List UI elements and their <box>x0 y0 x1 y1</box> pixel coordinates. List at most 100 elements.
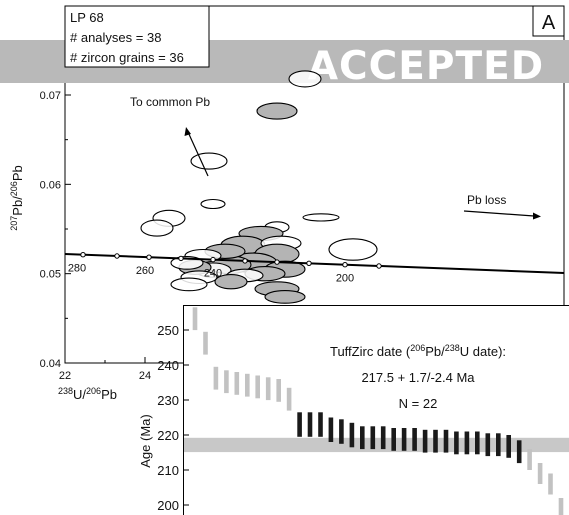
common-pb-arrowhead <box>184 127 191 136</box>
pb-loss-arrow <box>463 210 535 217</box>
age-error-bar-17 <box>370 426 376 450</box>
tuffzirc-date-label: TuffZirc date (206Pb/238U date): <box>330 343 506 359</box>
concordia-marker-4 <box>210 256 216 263</box>
analysis-ellipse-3 <box>200 198 226 210</box>
age-error-bar-25 <box>454 431 459 455</box>
age-error-bar-2 <box>213 366 219 390</box>
tuffzirc-date-value: 217.5 + 1.7/-2.4 Ma <box>361 370 475 385</box>
age-error-bars <box>192 307 564 515</box>
age-error-bar-34 <box>548 473 553 495</box>
age-error-bar-18 <box>380 426 386 450</box>
inset-panel <box>183 305 569 515</box>
main-y-tick-label-3: 0.07 <box>40 90 61 102</box>
concordia-marker-8 <box>342 262 348 268</box>
main-x-tick-label-1: 24 <box>139 370 151 382</box>
age-error-bar-33 <box>537 463 543 484</box>
tuffzirc-n: N = 22 <box>399 396 438 411</box>
inset-y-tick-label-2: 220 <box>157 428 179 443</box>
panel-label-box <box>532 5 565 37</box>
inset-y-tick-label-4: 240 <box>157 358 179 373</box>
age-error-bar-12 <box>318 412 323 437</box>
pb-loss-annotation: Pb loss <box>467 193 506 207</box>
age-error-bar-32 <box>527 449 532 470</box>
age-error-bar-35 <box>558 498 564 515</box>
panel-label: A <box>542 12 556 34</box>
concordia-age-label-280: 280 <box>68 263 86 275</box>
main-y-tick-label-2: 0.06 <box>40 179 61 191</box>
age-error-bar-27 <box>475 431 480 455</box>
main-x-tick-label-0: 22 <box>59 370 71 382</box>
main-x-axis-title: 238U/206Pb <box>58 386 117 402</box>
main-y-tick-label-0: 0.04 <box>40 358 61 370</box>
analyses-count: # analyses = 38 <box>70 30 161 45</box>
inset-y-tick-label-5: 250 <box>157 323 179 338</box>
age-error-bar-7 <box>265 377 271 401</box>
analysis-ellipse-27 <box>264 290 306 304</box>
age-error-bar-13 <box>328 417 334 442</box>
age-error-bar-10 <box>297 412 302 437</box>
main-y-ticks: 0.04 0.05 0.06 0.07 <box>40 90 71 370</box>
age-error-bar-21 <box>412 428 417 451</box>
age-error-bar-3 <box>224 370 229 394</box>
common-pb-arrow <box>187 131 209 177</box>
age-error-bar-22 <box>422 429 428 453</box>
inset-y-tick-label-3: 230 <box>157 393 179 408</box>
concordia-age-markers <box>80 252 382 269</box>
age-error-bar-24 <box>443 429 449 453</box>
analysis-ellipse-6 <box>302 213 340 222</box>
concordia-age-label-240: 240 <box>204 268 222 280</box>
age-error-bar-28 <box>485 433 491 457</box>
main-x-ticks: 22 24 <box>59 357 151 382</box>
inset-y-tick-label-1: 210 <box>157 463 179 478</box>
concordia-marker-7 <box>306 260 312 266</box>
analysis-ellipse-1 <box>256 102 298 120</box>
concordia-marker-0 <box>80 252 86 258</box>
age-error-bar-1 <box>203 331 208 355</box>
concordia-marker-3 <box>178 255 184 262</box>
age-error-bar-20 <box>401 428 407 451</box>
zircon-grains-count: # zircon grains = 36 <box>70 50 184 65</box>
analysis-ellipse-7 <box>328 238 378 261</box>
age-error-bar-29 <box>496 433 501 457</box>
concordia-age-labels: 280 260 240 200 <box>68 263 354 285</box>
age-error-bar-19 <box>391 428 396 451</box>
age-error-bar-16 <box>360 426 365 450</box>
sample-name: LP 68 <box>70 10 104 25</box>
sample-info-box <box>64 5 210 68</box>
inset-y-ticks: 200 210 220 230 240 250 <box>157 323 189 513</box>
age-error-bar-5 <box>245 373 250 397</box>
concordia-marker-9 <box>376 263 382 269</box>
age-error-bar-14 <box>339 419 344 444</box>
concordia-marker-2 <box>146 254 152 260</box>
age-error-bar-4 <box>234 372 240 395</box>
inset-y-axis-title: Age (Ma) <box>138 414 153 467</box>
analysis-ellipse-25 <box>214 274 248 290</box>
inset-y-tick-label-0: 200 <box>157 498 179 513</box>
age-error-bar-30 <box>506 435 511 458</box>
concordia-marker-6 <box>274 259 280 265</box>
main-y-axis-title: 207Pb/206Pb <box>9 165 25 230</box>
age-error-bar-31 <box>516 440 522 464</box>
concordia-marker-1 <box>114 253 120 259</box>
main-y-tick-label-1: 0.05 <box>40 269 61 281</box>
age-error-bar-23 <box>433 429 438 453</box>
concordia-age-label-200: 200 <box>336 273 354 285</box>
concordia-age-label-260: 260 <box>136 265 154 277</box>
age-error-bar-0 <box>192 307 198 331</box>
concordia-marker-5 <box>242 258 248 264</box>
age-error-bar-26 <box>464 431 470 455</box>
accepted-watermark-text: ACCEPTED <box>308 44 544 89</box>
age-error-bar-15 <box>349 422 355 448</box>
age-error-bar-9 <box>286 387 292 411</box>
age-error-bar-11 <box>307 412 313 437</box>
age-error-bar-6 <box>255 375 260 399</box>
age-error-bar-8 <box>276 379 281 402</box>
analysis-ellipse-2 <box>190 152 228 170</box>
weighted-age-band <box>184 437 569 453</box>
common-pb-annotation: To common Pb <box>130 95 210 109</box>
analysis-ellipse-0 <box>288 70 322 88</box>
analysis-ellipse-5 <box>140 219 174 237</box>
analysis-ellipse-24 <box>170 277 208 292</box>
pb-loss-arrowhead <box>533 212 541 220</box>
